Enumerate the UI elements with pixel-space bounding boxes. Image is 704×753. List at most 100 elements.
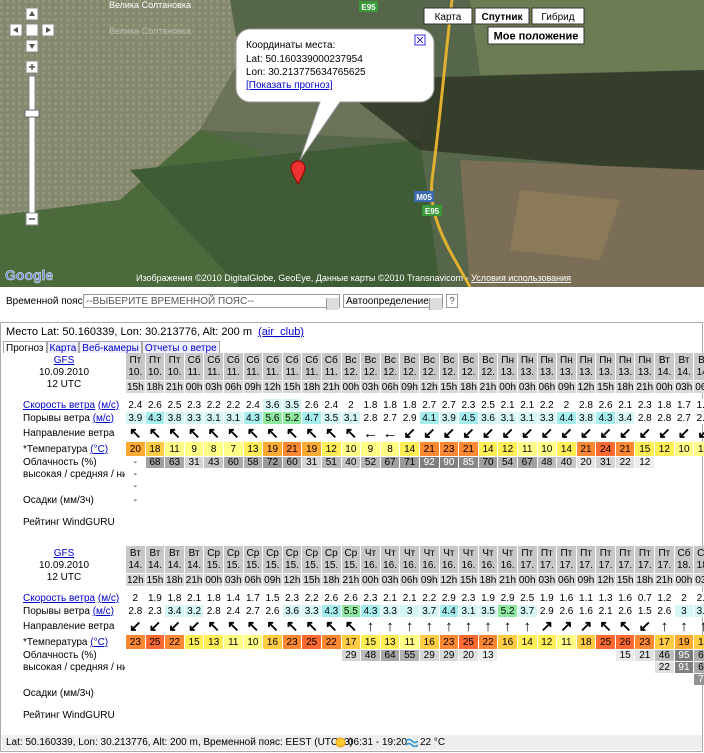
- value-cell: [244, 508, 263, 536]
- day-cell: Сб 11.: [224, 353, 243, 380]
- value-cell: 2.1: [596, 605, 615, 617]
- value-cell: [146, 701, 165, 729]
- value-cell: 2.9: [400, 412, 419, 424]
- value-cell: [655, 508, 674, 536]
- value-cell: 2.2: [224, 399, 243, 411]
- timezone-select[interactable]: --ВЫБЕРИТЕ ВРЕМЕННОЙ ПОЯС--: [83, 294, 340, 310]
- day-name: Ср: [285, 547, 299, 559]
- value-cell: 3.9: [126, 412, 145, 424]
- value-cell: [596, 481, 615, 492]
- village-area: [0, 0, 240, 215]
- value-cell: [204, 686, 223, 700]
- day-date: 14.: [696, 366, 704, 378]
- value-cell: [694, 481, 704, 492]
- value-cell: [596, 686, 615, 700]
- value-cell: [577, 650, 596, 661]
- day-date: 16.: [383, 559, 397, 571]
- day-cell: Сб 11.: [204, 353, 223, 380]
- day-name: Пт: [638, 547, 651, 559]
- value-cell: 22: [478, 635, 498, 649]
- row-label-text[interactable]: Скорость ветра: [23, 592, 96, 604]
- value-cell: [557, 650, 576, 661]
- value-cell: 21: [419, 442, 439, 456]
- map-type-button[interactable]: [474, 7, 530, 25]
- tabs: Прогноз Карта Веб-камеры Отчеты о ветре: [3, 341, 220, 355]
- unit-link[interactable]: (м/с): [92, 605, 115, 617]
- day-date: 12.: [422, 366, 437, 378]
- value-cell: 22: [615, 457, 635, 468]
- row-label: Порывы ветра (м/с): [3, 605, 126, 617]
- pan-control[interactable]: [9, 7, 55, 53]
- value-cell: 2.7: [380, 412, 400, 424]
- day-cell: Пн 13.: [537, 353, 557, 380]
- map-marker[interactable]: [290, 160, 306, 186]
- row-label: высокая / средняя / низкая: [3, 469, 126, 480]
- hour-cell: 15h: [302, 574, 321, 586]
- value-cell: [204, 662, 223, 673]
- day-name: Пт: [619, 547, 632, 559]
- tab[interactable]: Карта: [46, 341, 80, 355]
- value-cell: 60: [282, 457, 302, 468]
- value-cell: 12: [498, 442, 517, 456]
- wind-arrow: ↙: [481, 425, 495, 441]
- tab[interactable]: Веб-камеры: [79, 341, 142, 355]
- value-cell: [302, 701, 321, 729]
- map-type-button[interactable]: [423, 7, 473, 25]
- club-link[interactable]: (air_club): [258, 326, 304, 338]
- value-cell: 2.5: [517, 592, 537, 604]
- help-button[interactable]: ?: [446, 294, 458, 308]
- day-name: Чт: [443, 547, 455, 559]
- day-name: Пт: [658, 547, 671, 559]
- value-cell: [263, 650, 282, 661]
- pan-center[interactable]: [25, 23, 39, 37]
- hour-cell: 06h: [537, 381, 557, 393]
- value-cell: [322, 508, 341, 536]
- value-cell: [498, 481, 517, 492]
- unit-link[interactable]: (м/с): [92, 412, 115, 424]
- unit-link[interactable]: (°C): [90, 443, 109, 455]
- model-link[interactable]: GFS: [53, 355, 75, 366]
- wind-arrow: ↙: [462, 425, 475, 441]
- value-cell: 11: [557, 635, 576, 649]
- value-cell: 2.8: [655, 412, 674, 424]
- value-cell: 23: [282, 635, 302, 649]
- day-date: 10.: [167, 366, 182, 378]
- model-link[interactable]: GFS: [53, 548, 75, 559]
- map-type-button[interactable]: [531, 7, 585, 25]
- zoom-handle[interactable]: [24, 109, 40, 118]
- day-name: Вс: [423, 354, 436, 366]
- sun-times: 06:31 - 19:20: [348, 737, 407, 748]
- terms-link[interactable]: Условия использования: [471, 273, 571, 283]
- auto-select[interactable]: Автоопределение: [343, 294, 443, 310]
- hour-cell: 03h: [517, 381, 537, 393]
- value-cell: 21: [282, 442, 302, 456]
- zoom-slider[interactable]: [28, 75, 36, 215]
- row-label-text: высокая / средняя / низкая: [23, 469, 126, 480]
- wind-arrow: ↙: [579, 425, 593, 441]
- value-cell: [244, 686, 263, 700]
- run-date: 10.09.2010: [38, 560, 90, 571]
- google-logo[interactable]: Google: [5, 267, 54, 283]
- value-cell: 67: [517, 457, 537, 468]
- unit-link[interactable]: (°C): [90, 636, 109, 648]
- unit-link[interactable]: (м/с): [97, 399, 120, 411]
- row-label-text[interactable]: Скорость ветра: [23, 399, 96, 411]
- value-cell: 2.3: [282, 592, 302, 604]
- hour-cell: 00h: [655, 381, 674, 393]
- info-link[interactable]: [Показать прогноз]: [246, 80, 333, 91]
- value-cell: [459, 481, 478, 492]
- tab[interactable]: Прогноз: [3, 341, 47, 355]
- tab[interactable]: Отчеты о ветре: [141, 341, 220, 355]
- my-location-button[interactable]: [487, 26, 585, 45]
- day-name: Ср: [226, 547, 240, 559]
- value-cell: 12: [635, 457, 655, 468]
- data-row: Осадки (мм/3ч): [3, 686, 704, 700]
- unit-link[interactable]: (м/с): [97, 592, 120, 604]
- day-name: Вт: [658, 354, 670, 366]
- value-cell: [538, 469, 557, 480]
- day-date: 13.: [618, 366, 633, 378]
- value-cell: [322, 662, 341, 673]
- value-cell: [342, 493, 361, 507]
- value-cell: -: [126, 469, 145, 480]
